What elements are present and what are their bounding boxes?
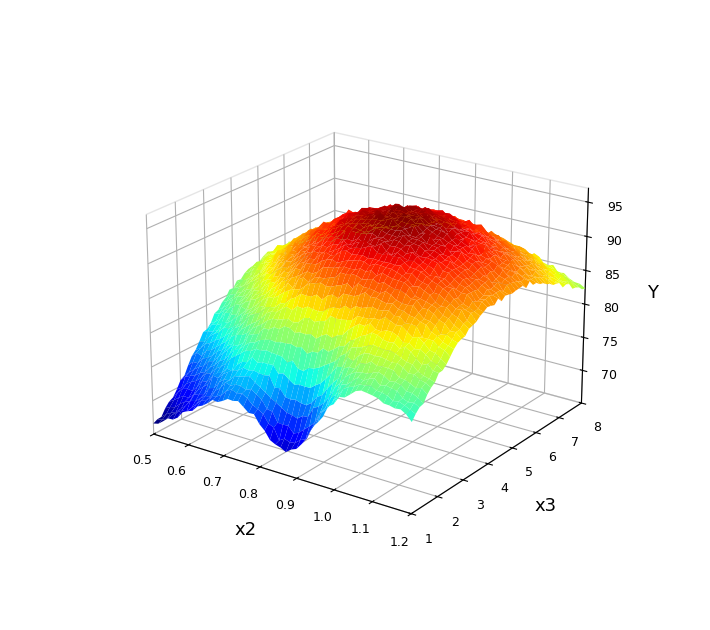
X-axis label: x2: x2 <box>234 520 257 539</box>
Y-axis label: x3: x3 <box>535 497 557 515</box>
